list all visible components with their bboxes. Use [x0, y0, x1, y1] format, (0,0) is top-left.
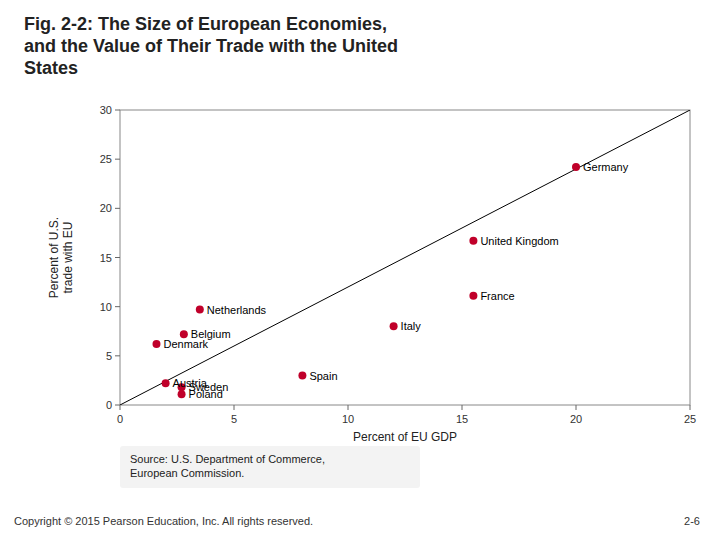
x-tick [576, 405, 577, 410]
point [196, 306, 204, 314]
y-tick-label: 0 [106, 399, 112, 411]
x-tick-label: 0 [117, 413, 123, 425]
title-line: and the Value of Their Trade with the Un… [24, 36, 398, 56]
y-tick [115, 257, 120, 258]
plot-frame [120, 110, 690, 405]
x-tick-label: 25 [684, 413, 696, 425]
y-tick [115, 159, 120, 160]
plot-area [120, 110, 690, 405]
x-tick-label: 15 [456, 413, 468, 425]
chart: Fig. 2-2: The Size of European Economies… [0, 0, 720, 540]
y-tick-label: 5 [106, 350, 112, 362]
point-label: Netherlands [207, 304, 267, 316]
point [152, 340, 160, 348]
x-tick-label: 20 [570, 413, 582, 425]
x-tick [120, 405, 121, 410]
y-axis-label-group: Percent of U.S.trade with EU [47, 217, 75, 298]
x-tick [348, 405, 349, 410]
y-tick-label: 20 [100, 202, 112, 214]
x-tick-label: 5 [231, 413, 237, 425]
y-tick [115, 110, 120, 111]
y-tick [115, 306, 120, 307]
point-label: Poland [189, 388, 223, 400]
point [469, 292, 477, 300]
y-tick [115, 208, 120, 209]
x-tick [462, 405, 463, 410]
point-label: United Kingdom [480, 235, 558, 247]
x-tick [690, 405, 691, 410]
point [180, 330, 188, 338]
y-tick-label: 25 [100, 153, 112, 165]
copyright: Copyright © 2015 Pearson Education, Inc.… [14, 515, 313, 527]
y-axis-label-line: Percent of U.S. [47, 217, 61, 298]
x-axis-label: Percent of EU GDP [353, 430, 457, 444]
reference-line [120, 110, 690, 405]
point-label: Denmark [163, 338, 208, 350]
y-tick-label: 10 [100, 301, 112, 313]
point [390, 322, 398, 330]
y-tick-label: 30 [100, 104, 112, 116]
x-tick [234, 405, 235, 410]
source-line: European Commission. [130, 467, 244, 479]
source-box [120, 446, 420, 488]
point [178, 390, 186, 398]
point [162, 379, 170, 387]
source-line: Source: U.S. Department of Commerce, [130, 453, 325, 465]
point-label: Germany [583, 161, 629, 173]
point-label: Italy [401, 320, 422, 332]
y-tick [115, 355, 120, 356]
y-tick [115, 405, 120, 406]
point [298, 372, 306, 380]
y-axis-label-line: trade with EU [61, 221, 75, 293]
page-number: 2-6 [684, 515, 700, 527]
title-line: States [24, 58, 78, 78]
title: Fig. 2-2: The Size of European Economies… [24, 14, 398, 78]
x-axis-label-line: Percent of EU GDP [353, 430, 457, 444]
point [572, 163, 580, 171]
title-line: Fig. 2-2: The Size of European Economies… [24, 14, 387, 34]
y-axis-label: Percent of U.S.trade with EU [47, 217, 75, 298]
point-label: Spain [309, 370, 337, 382]
y-tick-label: 15 [100, 252, 112, 264]
point [469, 237, 477, 245]
point-label: France [480, 290, 514, 302]
x-tick-label: 10 [342, 413, 354, 425]
source: Source: U.S. Department of Commerce, Euro… [130, 453, 325, 479]
